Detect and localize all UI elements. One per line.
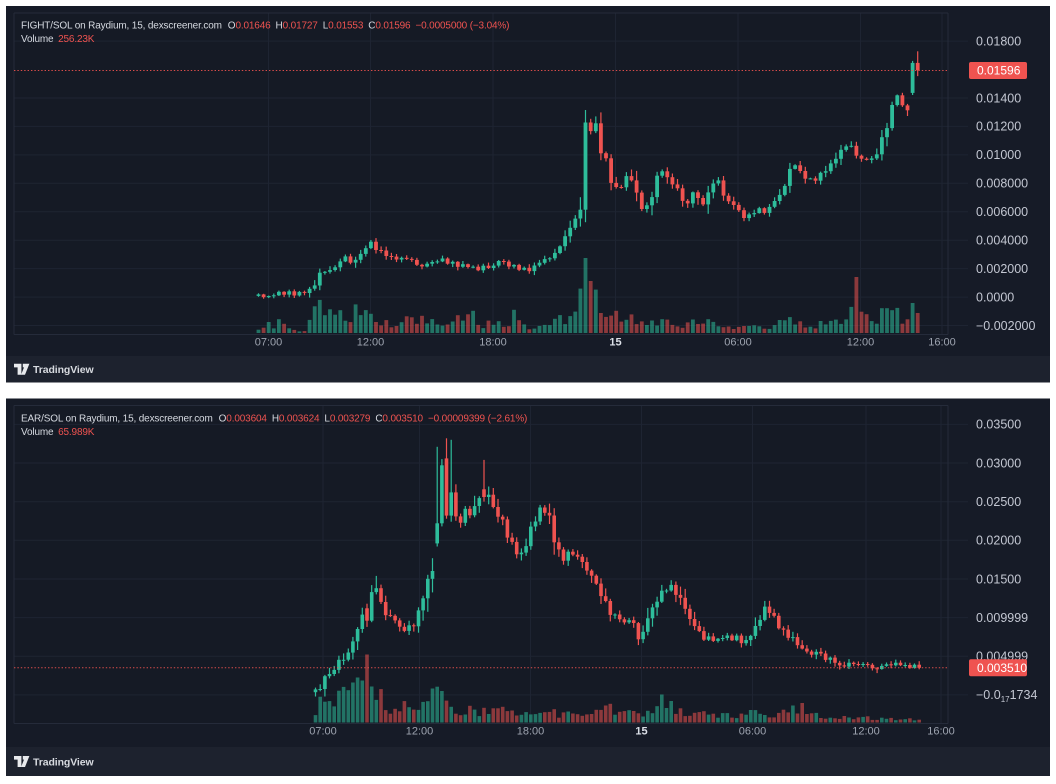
svg-text:EAR/SOL on Raydium, 15, dexscr: EAR/SOL on Raydium, 15, dexscreener.com O… — [21, 414, 527, 425]
svg-text:0.01200: 0.01200 — [976, 120, 1021, 134]
svg-text:0.004000: 0.004000 — [976, 234, 1028, 248]
svg-text:06:00: 06:00 — [739, 726, 767, 738]
svg-text:0.03000: 0.03000 — [976, 456, 1021, 470]
svg-text:12:00: 12:00 — [847, 337, 875, 349]
svg-text:0.006000: 0.006000 — [976, 205, 1028, 219]
svg-text:0.02500: 0.02500 — [976, 495, 1021, 509]
svg-text:0.002000: 0.002000 — [976, 262, 1028, 276]
svg-text:16:00: 16:00 — [927, 726, 955, 738]
svg-text:0.003510: 0.003510 — [977, 661, 1027, 675]
svg-text:0.03500: 0.03500 — [976, 418, 1021, 432]
svg-text:0.0000: 0.0000 — [976, 290, 1014, 304]
svg-text:0.01000: 0.01000 — [976, 148, 1021, 162]
svg-text:0.01400: 0.01400 — [976, 91, 1021, 105]
svg-text:TradingView: TradingView — [33, 364, 94, 376]
svg-text:12:00: 12:00 — [357, 337, 385, 349]
svg-text:16:00: 16:00 — [928, 337, 956, 349]
svg-text:FIGHT/SOL on Raydium, 15, dexs: FIGHT/SOL on Raydium, 15, dexscreener.co… — [21, 21, 509, 32]
svg-text:0.01596: 0.01596 — [977, 64, 1021, 78]
svg-text:TradingView: TradingView — [33, 757, 94, 769]
svg-text:12:00: 12:00 — [406, 726, 434, 738]
svg-text:Volume 65.989K: Volume 65.989K — [21, 427, 95, 438]
svg-text:0.02000: 0.02000 — [976, 534, 1021, 548]
svg-text:−0.002000: −0.002000 — [976, 319, 1035, 333]
svg-text:0.009999: 0.009999 — [976, 611, 1028, 625]
svg-text:0.01800: 0.01800 — [976, 34, 1021, 48]
svg-text:18:00: 18:00 — [517, 726, 545, 738]
svg-text:15: 15 — [635, 726, 647, 738]
svg-text:12:00: 12:00 — [852, 726, 880, 738]
svg-text:0.008000: 0.008000 — [976, 177, 1028, 191]
svg-text:−0.0171734: −0.0171734 — [976, 688, 1037, 704]
svg-text:07:00: 07:00 — [255, 337, 283, 349]
svg-text:15: 15 — [609, 337, 621, 349]
svg-text:Volume 256.23K: Volume 256.23K — [21, 34, 95, 45]
svg-text:06:00: 06:00 — [724, 337, 752, 349]
svg-text:0.01500: 0.01500 — [976, 572, 1021, 586]
svg-text:07:00: 07:00 — [309, 726, 337, 738]
svg-text:18:00: 18:00 — [479, 337, 507, 349]
